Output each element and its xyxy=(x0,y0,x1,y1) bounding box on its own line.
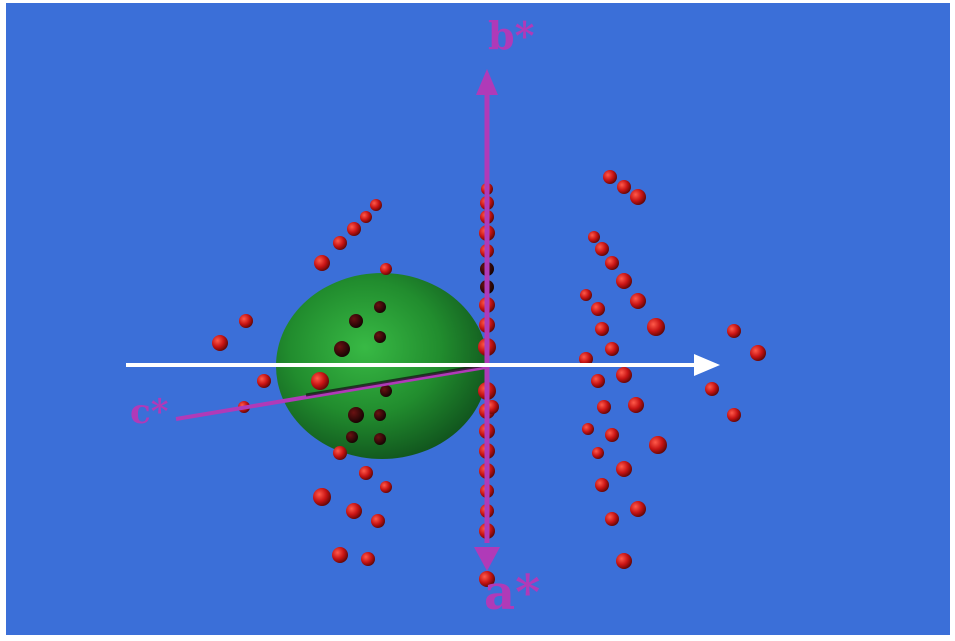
lattice-point xyxy=(582,423,594,435)
lattice-point xyxy=(595,322,609,336)
lattice-point xyxy=(380,481,392,493)
lattice-point xyxy=(334,341,350,357)
b-star-axis-label: b* xyxy=(488,13,535,58)
lattice-point xyxy=(479,571,495,587)
lattice-point xyxy=(257,374,271,388)
lattice-point xyxy=(727,408,741,422)
lattice-point xyxy=(616,367,632,383)
reciprocal-lattice-viewport[interactable]: b* c* a* xyxy=(6,3,950,635)
beam-arrowhead-icon xyxy=(694,354,720,376)
lattice-point xyxy=(588,231,600,243)
lattice-point xyxy=(349,314,363,328)
lattice-point xyxy=(727,324,741,338)
lattice-point xyxy=(374,301,386,313)
lattice-point xyxy=(616,461,632,477)
lattice-point xyxy=(595,242,609,256)
lattice-point xyxy=(616,553,632,569)
lattice-point xyxy=(591,374,605,388)
lattice-point xyxy=(359,466,373,480)
lattice-point xyxy=(374,409,386,421)
lattice-point xyxy=(630,501,646,517)
lattice-point xyxy=(347,222,361,236)
c-star-axis-shadow xyxy=(305,363,487,397)
lattice-point xyxy=(313,488,331,506)
lattice-point xyxy=(360,211,372,223)
lattice-point xyxy=(750,345,766,361)
a-star-axis-label: a* xyxy=(484,565,540,621)
lattice-point xyxy=(605,342,619,356)
lattice-point xyxy=(380,385,392,397)
lattice-point xyxy=(580,289,592,301)
lattice-point xyxy=(617,180,631,194)
lattice-point xyxy=(333,236,347,250)
lattice-point xyxy=(605,428,619,442)
lattice-point xyxy=(212,335,228,351)
reciprocal-lattice-points xyxy=(212,170,766,587)
lattice-point xyxy=(649,436,667,454)
lattice-point xyxy=(311,372,329,390)
lattice-point xyxy=(597,400,611,414)
lattice-point xyxy=(605,512,619,526)
lattice-point xyxy=(371,514,385,528)
lattice-point xyxy=(647,318,665,336)
lattice-point xyxy=(595,478,609,492)
lattice-point xyxy=(380,263,392,275)
lattice-point xyxy=(348,407,364,423)
lattice-point xyxy=(333,446,347,460)
lattice-point xyxy=(370,199,382,211)
lattice-point xyxy=(579,352,593,366)
reciprocal-lattice-scene: b* c* a* xyxy=(126,13,766,621)
a-star-arrowhead-icon xyxy=(474,547,500,571)
lattice-point xyxy=(239,314,253,328)
lattice-point xyxy=(332,547,348,563)
lattice-point xyxy=(616,273,632,289)
lattice-point xyxy=(605,256,619,270)
lattice-point xyxy=(346,503,362,519)
lattice-point xyxy=(314,255,330,271)
lattice-point xyxy=(374,331,386,343)
lattice-point xyxy=(628,397,644,413)
lattice-point xyxy=(603,170,617,184)
lattice-point xyxy=(705,382,719,396)
c-star-axis-label: c* xyxy=(130,392,169,432)
b-star-arrowhead-icon xyxy=(476,69,498,95)
lattice-point xyxy=(630,293,646,309)
lattice-point xyxy=(592,447,604,459)
lattice-point xyxy=(630,189,646,205)
lattice-point xyxy=(374,433,386,445)
lattice-point xyxy=(361,552,375,566)
lattice-point xyxy=(346,431,358,443)
lattice-point xyxy=(591,302,605,316)
c-star-axis xyxy=(175,365,487,421)
